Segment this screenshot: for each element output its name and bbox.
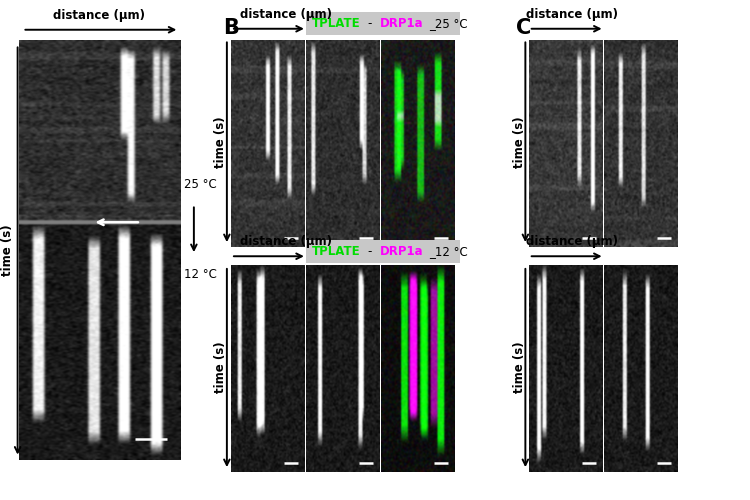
Text: TPLATE: TPLATE (312, 244, 361, 258)
Text: B: B (223, 18, 238, 38)
Text: -: - (368, 244, 376, 258)
Text: distance (μm): distance (μm) (53, 10, 145, 22)
Text: C: C (516, 18, 531, 38)
Text: distance (μm): distance (μm) (526, 8, 617, 21)
Text: time (s): time (s) (214, 116, 227, 168)
Text: time (s): time (s) (1, 224, 14, 276)
Text: DRP1a: DRP1a (380, 17, 424, 30)
Text: 25 °C: 25 °C (184, 178, 217, 192)
Text: distance (μm): distance (μm) (241, 8, 332, 21)
Text: time (s): time (s) (214, 342, 227, 394)
Text: distance (μm): distance (μm) (241, 236, 332, 248)
Text: _25 °C: _25 °C (429, 17, 468, 30)
Text: distance (μm): distance (μm) (526, 236, 617, 248)
Text: 12 °C: 12 °C (184, 268, 217, 281)
Text: _12 °C: _12 °C (429, 244, 468, 258)
Text: time (s): time (s) (512, 342, 526, 394)
Text: -: - (368, 17, 376, 30)
Text: DRP1a: DRP1a (380, 244, 424, 258)
Text: TPLATE: TPLATE (312, 17, 361, 30)
Text: time (s): time (s) (512, 116, 526, 168)
